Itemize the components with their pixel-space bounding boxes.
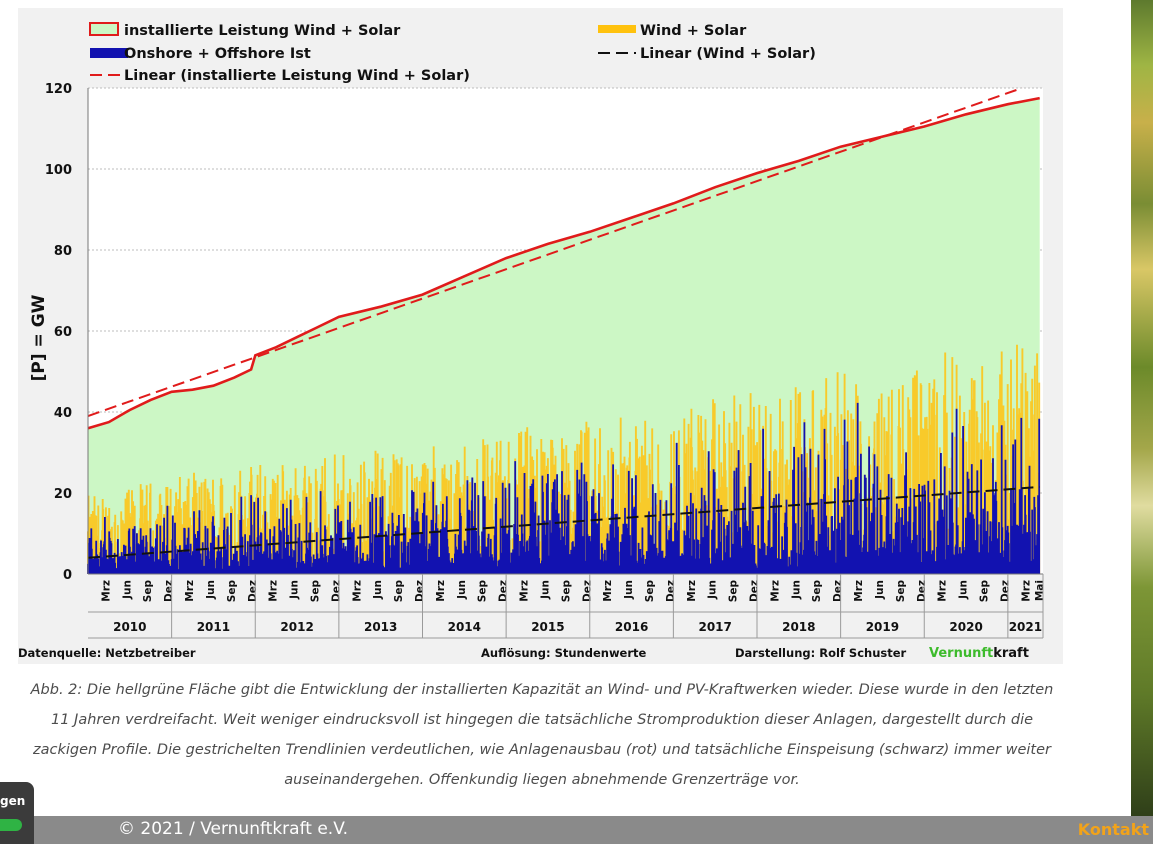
y-tick-label-60: 60 [54,325,72,340]
x-tick-year-label: 2019 [866,620,899,634]
x-tick-month-label: Jun [958,580,970,600]
x-tick-month-label: Sep [142,580,154,603]
x-tick-month-label: Sep [477,580,489,603]
x-tick-month-label: Mrz [351,580,363,602]
x-tick-year-label: 2013 [364,620,397,634]
legend-swatch-onshore [90,48,128,58]
x-tick-month-label: Mrz [519,580,531,602]
x-tick-year-label: 2017 [698,620,731,634]
trend-line-installed [87,87,1023,417]
cookie-toggle[interactable] [0,819,22,831]
x-tick-month-label: Sep [560,580,572,603]
contact-link[interactable]: Kontakt [1077,820,1149,839]
chart-figure: 0 20 40 60 80 100 120 [P] = GW Mrz Jun Sep Dez Mrz… [18,8,1063,664]
x-tick-month-label: Jun [790,580,802,600]
x-tick-month-label: Sep [979,580,991,603]
footer-source: Datenquelle: Netzbetreiber [18,646,196,660]
x-tick-month-label: Sep [226,580,238,603]
x-tick-month-label: Mrz [268,580,280,602]
figure-caption: Abb. 2: Die hellgrüne Fläche gibt die En… [30,682,1054,788]
x-tick-month-label: Jun [874,580,886,600]
x-tick-year-label: 2014 [448,620,481,634]
installed-capacity-line [87,96,1040,430]
x-tick-month-label: Jun [456,580,468,600]
x-tick-month-label: Jun [707,580,719,600]
footer-author: Darstellung: Rolf Schuster [735,646,907,660]
y-tick-label-20: 20 [54,487,72,502]
cookie-settings-widget[interactable]: gen [0,782,34,844]
x-tick-month-label: Sep [393,580,405,603]
x-tick-year-label: 2011 [197,620,230,634]
legend-label-linear-installed: Linear (installierte Leistung Wind + Sol… [124,68,470,84]
footer-brand: Vernunftkraft [929,646,1029,661]
x-tick-year-label: 2020 [949,620,982,634]
footer-resolution: Auflösung: Stundenwerte [481,646,647,660]
x-tick-year-label: 2016 [615,620,648,634]
x-tick-month-label: Mrz [602,580,614,602]
legend-label-installed: installierte Leistung Wind + Solar [124,23,401,39]
x-tick-year-label: 2021 [1009,620,1042,634]
x-tick-year-label: 2015 [531,620,564,634]
y-axis-label: [P] = GW [29,294,49,381]
x-tick-month-label: Dez [163,580,175,602]
trend-line-wind-solar [87,485,1040,559]
y-tick-label-0: 0 [63,568,72,583]
x-tick-month-label: Jun [289,580,301,600]
x-tick-month-label: Sep [811,580,823,603]
x-tick-month-label: Mrz [686,580,698,602]
x-tick-month-label: Dez [916,580,928,602]
footer-brand-part2: kraft [993,646,1029,661]
x-tick-month-label: Dez [498,580,510,602]
y-tick-label-100: 100 [45,163,72,178]
x-tick-month-label: Dez [581,580,593,602]
x-tick-month-label: Mrz [100,580,112,602]
x-tick-month-label: Mai [1034,580,1046,601]
side-photo [1131,0,1153,816]
x-tick-month-label: Dez [414,580,426,602]
legend-swatch-wind-solar [598,25,636,33]
footer-copyright: © 2021 / Vernunftkraft e.V. [118,819,349,839]
x-tick-month-label: Dez [749,580,761,602]
cookie-settings-label: gen [0,794,26,808]
x-tick-month-label: Jun [540,580,552,600]
footer-bar: © 2021 / Vernunftkraft e.V. Kontakt [0,816,1153,844]
x-tick-year-label: 2010 [113,620,146,634]
x-tick-month-label: Mrz [1020,580,1032,602]
x-tick-month-label: Dez [999,580,1011,602]
x-tick-month-label: Mrz [769,580,781,602]
x-tick-month-label: Mrz [435,580,447,602]
x-tick-month-label: Mrz [853,580,865,602]
x-tick-month-label: Dez [330,580,342,602]
x-tick-month-label: Jun [623,580,635,600]
x-tick-month-label: Sep [728,580,740,603]
x-tick-month-label: Jun [205,580,217,600]
x-tick-year-label: 2018 [782,620,815,634]
x-tick-month-label: Sep [310,580,322,603]
legend-label-wind-solar: Wind + Solar [640,23,747,39]
x-tick-month-label: Sep [644,580,656,603]
x-tick-month-label: Dez [247,580,259,602]
legend-swatch-installed [89,22,119,36]
x-tick-month-label: Sep [895,580,907,603]
y-tick-label-80: 80 [54,244,72,259]
x-tick-year-label: 2012 [280,620,313,634]
x-tick-month-label: Jun [372,580,384,600]
legend-label-onshore: Onshore + Offshore Ist [124,46,311,62]
y-tick-label-120: 120 [45,82,72,97]
legend-label-linear-wind-solar: Linear (Wind + Solar) [640,46,816,62]
x-tick-month-label: Jun [121,580,133,600]
x-tick-month-label: Mrz [184,580,196,602]
footer-brand-part1: Vernunft [929,646,993,661]
chart-svg: 0 20 40 60 80 100 120 [P] = GW Mrz Jun Sep Dez Mrz… [18,22,1046,661]
x-tick-month-label: Dez [665,580,677,602]
x-tick-month-label: Dez [832,580,844,602]
x-tick-month-label: Mrz [937,580,949,602]
y-tick-label-40: 40 [54,406,72,421]
